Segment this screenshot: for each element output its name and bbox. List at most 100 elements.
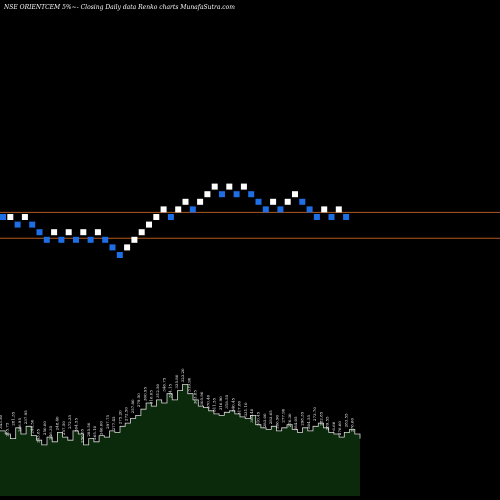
volume-label: 297.75	[105, 414, 110, 428]
volume-label: 317.80	[237, 400, 242, 414]
renko-brick-up	[160, 206, 167, 213]
volume-label: 370.40	[205, 394, 210, 408]
volume-label: 319.90	[186, 377, 191, 391]
reference-lines	[0, 211, 500, 239]
volume-label: 279.50	[136, 393, 141, 407]
volume-label: 257.80	[130, 399, 135, 413]
volume-label: 318.55	[224, 394, 229, 408]
renko-brick-up	[284, 198, 291, 205]
renko-brick-down	[102, 236, 109, 243]
renko-brick-up	[211, 183, 218, 190]
volume-label: 282.85	[318, 411, 323, 425]
renko-brick-down	[109, 244, 116, 251]
volume-label: 283.55	[343, 413, 348, 427]
volume-label: 277.45	[111, 416, 116, 430]
renko-brick-down	[36, 229, 43, 236]
renko-brick-down	[306, 206, 313, 213]
renko-brick-down	[87, 236, 94, 243]
renko-brick-down	[14, 221, 21, 228]
volume-label: 272.50	[124, 407, 129, 421]
renko-brick-down	[0, 214, 6, 220]
volume-label: 286.90	[274, 414, 279, 428]
renko-brick-up	[146, 221, 152, 228]
renko-brick-down	[328, 214, 335, 220]
volume-label: 243.85	[36, 428, 41, 442]
renko-brick-up	[182, 198, 189, 205]
renko-brick-up	[270, 198, 277, 205]
renko-brick-up	[204, 191, 211, 198]
renko-brick-down	[116, 252, 123, 258]
volume-outline	[0, 384, 361, 446]
renko-brick-down	[255, 198, 262, 205]
renko-brick-up	[335, 206, 342, 213]
volume-label: 256.05	[80, 428, 85, 442]
renko-brick-up	[21, 214, 28, 220]
volume-label: 244.50	[29, 419, 34, 433]
volume-label: 316.05	[149, 390, 154, 404]
volume-label: 285.50	[86, 422, 91, 436]
renko-brick-down	[262, 206, 269, 213]
renko-brick-up	[153, 214, 160, 220]
renko-brick-down	[248, 191, 255, 198]
volume-area	[0, 384, 360, 496]
volume-label: 277.90	[281, 408, 286, 422]
volume-label: 275.20	[117, 410, 122, 424]
renko-brick-down	[233, 191, 240, 198]
renko-brick-up	[321, 206, 328, 213]
volume-label: 246.00	[99, 421, 104, 435]
renko-brick-down	[343, 214, 350, 220]
volume-label: 346.75	[161, 377, 166, 391]
renko-brick-down	[313, 214, 320, 220]
volume-label: 310.45	[256, 411, 261, 425]
volume-label: 311.55	[212, 397, 217, 411]
volume-label: 284.05	[293, 416, 298, 430]
volume-label: 276.60	[350, 418, 355, 432]
renko-brick-down	[189, 206, 196, 213]
renko-brick-up	[51, 229, 58, 236]
volume-label: 276.60	[337, 421, 342, 435]
renko-brick-down	[299, 198, 306, 205]
renko-brick-up	[240, 183, 247, 190]
volume-label: 340.45	[230, 397, 235, 411]
volume-label: 283.00	[262, 413, 267, 427]
volume-label: 248.40	[55, 416, 60, 430]
renko-brick-down	[73, 236, 79, 243]
volume-label: 312.50	[155, 383, 160, 397]
volume-label: 335.80	[174, 374, 179, 388]
volume-label: 250.00	[42, 421, 47, 435]
renko-brick-up	[175, 206, 182, 213]
volume-label: 285.75	[4, 422, 9, 436]
volume-label: 289.55	[325, 416, 330, 430]
volume-label: 283.65	[268, 410, 273, 424]
renko-brick-up	[292, 191, 298, 198]
volume-label: -6.66	[331, 421, 336, 432]
renko-brick-down	[58, 236, 65, 243]
volume-label: 300.40	[249, 408, 254, 422]
renko-brick-up	[65, 229, 72, 236]
renko-brick-up	[7, 214, 14, 220]
renko-brick-down	[219, 191, 225, 198]
volume-panel	[0, 384, 361, 496]
volume-label: 281.35	[11, 411, 16, 425]
volume-label: 266.95	[17, 418, 22, 432]
chart-title: NSE ORIENTCEM 5%~- Closing Daily data Re…	[3, 4, 235, 11]
volume-label: 305.90	[199, 391, 204, 405]
volume-label: 273.70	[312, 407, 317, 421]
renko-brick-down	[29, 221, 36, 228]
renko-brick-up	[226, 183, 233, 190]
renko-brick-up	[94, 229, 101, 236]
renko-brick-up	[124, 244, 131, 251]
volume-label: 331.10	[243, 402, 248, 416]
volume-label: 300.95	[143, 387, 148, 401]
volume-label: 246.35	[48, 425, 53, 439]
renko-brick-up	[138, 229, 145, 236]
volume-label: 257.50	[61, 421, 66, 435]
renko-brick-up	[197, 198, 204, 205]
volume-label: 316.90	[218, 396, 223, 410]
renko-brick-down	[167, 214, 174, 220]
volume-label: 298.35	[300, 411, 305, 425]
renko-brick-up	[80, 229, 87, 236]
volume-label: 323.20	[180, 368, 185, 382]
